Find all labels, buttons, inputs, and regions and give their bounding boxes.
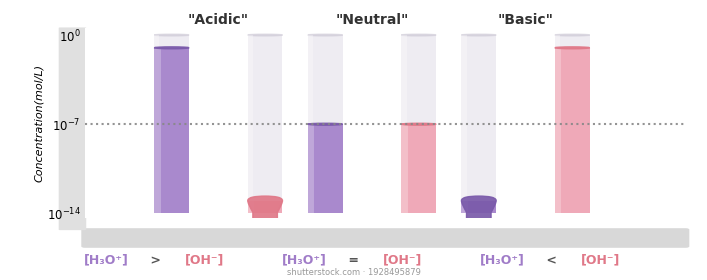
Bar (308, 124, 314, 213)
Ellipse shape (247, 196, 283, 280)
Ellipse shape (154, 34, 189, 36)
Ellipse shape (555, 47, 590, 49)
Bar (247, 35, 283, 213)
Bar (154, 48, 160, 213)
Text: [H₃O⁺]: [H₃O⁺] (479, 254, 525, 267)
Bar (247, 200, 283, 213)
Text: [OH⁻]: [OH⁻] (185, 254, 225, 267)
Bar (308, 124, 343, 213)
Ellipse shape (308, 34, 343, 36)
Ellipse shape (308, 123, 343, 125)
Bar (308, 35, 343, 213)
Bar (555, 35, 590, 213)
Bar (154, 35, 189, 213)
Ellipse shape (555, 34, 590, 36)
Text: [H₃O⁺]: [H₃O⁺] (281, 254, 327, 267)
Bar (555, 35, 560, 213)
Text: shutterstock.com · 1928495879: shutterstock.com · 1928495879 (286, 268, 421, 277)
Text: [OH⁻]: [OH⁻] (581, 254, 621, 267)
Bar (402, 124, 436, 213)
Ellipse shape (402, 123, 436, 125)
Bar (247, 200, 254, 213)
Ellipse shape (154, 47, 189, 49)
Ellipse shape (247, 34, 283, 36)
Bar (555, 48, 590, 213)
Bar (402, 35, 407, 213)
Text: [OH⁻]: [OH⁻] (383, 254, 423, 267)
Bar (462, 200, 468, 213)
Text: <: < (542, 254, 561, 267)
Y-axis label: Concentration(mol/L): Concentration(mol/L) (34, 64, 44, 182)
Text: >: > (146, 254, 165, 267)
Bar (402, 35, 436, 213)
Bar (247, 35, 253, 213)
Text: "Basic": "Basic" (498, 13, 554, 27)
Ellipse shape (462, 34, 496, 36)
Bar (555, 48, 561, 213)
Text: [H₃O⁺]: [H₃O⁺] (83, 254, 129, 267)
Bar (462, 200, 496, 213)
Text: "Acidic": "Acidic" (188, 13, 249, 27)
Ellipse shape (462, 196, 496, 280)
Bar (462, 35, 467, 213)
Text: =: = (344, 254, 363, 267)
Ellipse shape (402, 34, 436, 36)
Text: "Neutral": "Neutral" (335, 13, 409, 27)
Bar (402, 124, 408, 213)
Bar (308, 35, 313, 213)
Bar (154, 48, 189, 213)
Bar (462, 35, 496, 213)
Bar (154, 35, 160, 213)
